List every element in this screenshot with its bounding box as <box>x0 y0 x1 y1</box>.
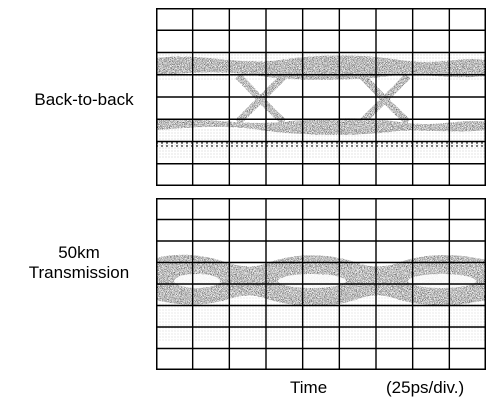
trace-high-rail <box>156 55 486 80</box>
panel-label-line: 50km <box>58 243 100 262</box>
time-scale-label: (25ps/div.) <box>386 378 465 397</box>
grid-bottom <box>156 198 486 370</box>
eye-panel-50km-transmission <box>156 198 486 370</box>
trace-crossing-1b <box>235 73 287 125</box>
eye-opening <box>174 274 220 288</box>
x-axis-label: Time <box>290 378 328 397</box>
trace-crossing-2b <box>359 73 411 125</box>
eye-traces <box>156 55 486 135</box>
eye-panel-back-to-back <box>156 8 486 186</box>
baseline-dashes <box>156 142 486 147</box>
eye-opening <box>278 274 346 288</box>
panel-label-line: Transmission <box>28 263 130 282</box>
eye-opening <box>408 274 476 288</box>
panel-label-line: Back-to-back <box>34 90 134 109</box>
panel-label-50km-transmission: 50km Transmission <box>4 243 154 283</box>
grid-top <box>156 8 486 186</box>
panel-label-back-to-back: Back-to-back <box>4 90 164 110</box>
